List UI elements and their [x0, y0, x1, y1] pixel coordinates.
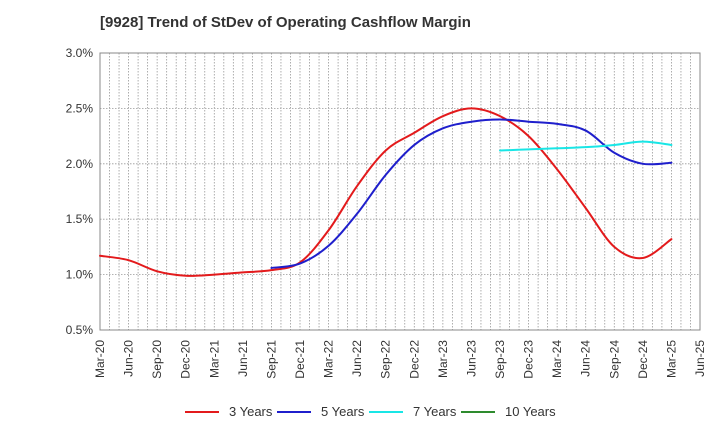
x-tick-label: Jun-23 — [464, 340, 478, 377]
legend-item: 10 Years — [461, 404, 556, 419]
x-tick-label: Sep-22 — [379, 340, 393, 379]
legend-label: 10 Years — [505, 404, 556, 419]
legend-item: 7 Years — [369, 404, 456, 419]
y-tick-label: 0.5% — [66, 323, 94, 337]
x-tick-label: Sep-21 — [264, 340, 278, 379]
legend-swatch — [461, 410, 495, 413]
x-tick-label: Dec-24 — [636, 340, 650, 379]
y-tick-label: 1.5% — [66, 212, 94, 226]
chart-legend: 3 Years 5 Years 7 Years 10 Years — [0, 404, 720, 426]
legend-swatch — [185, 410, 219, 413]
x-tick-label: Mar-21 — [207, 340, 221, 378]
y-tick-label: 3.0% — [66, 46, 94, 60]
legend-swatch — [369, 410, 403, 413]
x-tick-label: Sep-23 — [493, 340, 507, 379]
x-tick-label: Dec-21 — [293, 340, 307, 379]
x-tick-label: Mar-20 — [93, 340, 107, 378]
x-tick-label: Jun-24 — [579, 340, 593, 377]
legend-label: 7 Years — [413, 404, 457, 419]
x-tick-label: Sep-20 — [150, 340, 164, 379]
x-tick-label: Jun-20 — [122, 340, 136, 377]
legend-label: 5 Years — [321, 404, 365, 419]
x-tick-label: Dec-20 — [179, 340, 193, 379]
x-tick-label: Mar-22 — [322, 340, 336, 378]
x-tick-label: Dec-23 — [522, 340, 536, 379]
y-tick-label: 1.0% — [66, 268, 94, 282]
x-tick-label: Jun-21 — [236, 340, 250, 377]
legend-item: 5 Years — [277, 404, 364, 419]
legend-label: 3 Years — [229, 404, 273, 419]
x-tick-label: Mar-25 — [664, 340, 678, 378]
legend-swatch — [277, 410, 311, 413]
x-tick-label: Mar-23 — [436, 340, 450, 378]
x-tick-label: Jun-25 — [693, 340, 707, 377]
plot-frame — [99, 52, 701, 331]
series-line-7-years — [499, 140, 673, 152]
chart-title: [9928] Trend of StDev of Operating Cashf… — [100, 14, 471, 31]
legend-item: 3 Years — [185, 404, 272, 419]
y-tick-label: 2.0% — [66, 157, 94, 171]
x-tick-label: Sep-24 — [607, 340, 621, 379]
series-line-3-years — [99, 107, 673, 277]
x-tick-label: Jun-22 — [350, 340, 364, 377]
x-tick-label: Dec-22 — [407, 340, 421, 379]
y-tick-label: 2.5% — [66, 101, 94, 115]
x-tick-label: Mar-24 — [550, 340, 564, 378]
